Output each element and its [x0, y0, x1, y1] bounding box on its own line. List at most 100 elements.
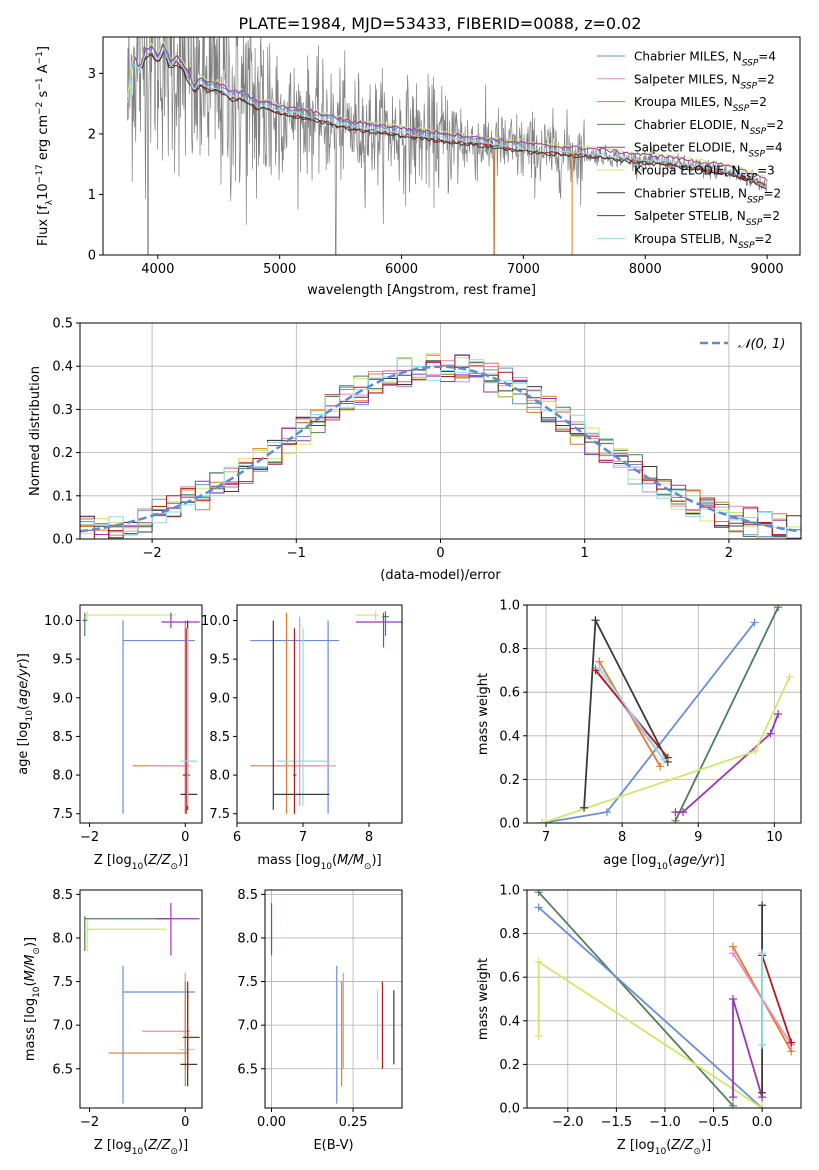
y-tick-label: 0.3 — [52, 403, 73, 418]
x-axis-label: (data-model)/error — [380, 568, 501, 583]
y-tick-label: 1 — [88, 188, 96, 203]
grid — [527, 604, 801, 824]
weight-marker — [750, 618, 759, 627]
legend-label: Kroupa STELIB, NSSP=2 — [634, 232, 772, 251]
weight-marker — [774, 605, 783, 612]
weight-marker — [758, 1104, 767, 1108]
y-axis-label: mass weight — [476, 673, 491, 755]
chart-residual-histogram: −2 −1 0 1 2 0.0 0.1 0.2 0.3 0.4 0.5 𝒩(0, 1) (data-mo… — [28, 317, 802, 583]
y-tick-label: 7.5 — [209, 807, 230, 822]
x-tick-label: 0 — [181, 830, 189, 845]
x-axis-label: wavelength [Angstrom, rest frame] — [307, 283, 536, 298]
legend: 𝒩(0, 1) — [700, 337, 785, 352]
x-tick-label: 8 — [365, 830, 373, 845]
y-tick-label: 0.6 — [499, 971, 520, 986]
x-tick-label: −2 — [143, 546, 162, 561]
axes-frame — [264, 889, 403, 1109]
y-tick-label: 0.5 — [52, 317, 73, 332]
x-tick-label: 7 — [542, 830, 550, 845]
y-tick-label: 8.0 — [52, 769, 73, 784]
legend-label: Chabrier STELIB, NSSP=2 — [634, 186, 781, 205]
legend-label: 𝒩(0, 1) — [738, 337, 785, 352]
weight-marker — [656, 762, 665, 771]
y-tick-label: 6.5 — [52, 1062, 73, 1077]
weight-marker — [774, 710, 783, 718]
y-tick-label: 7.5 — [237, 975, 258, 990]
y-tick-label: 8.0 — [209, 769, 230, 784]
x-tick-label: 10 — [766, 830, 783, 845]
chart-age-vs-Z: −2 0 7.5 8.0 8.5 9.0 9.5 10.0 Z [log10(Z/Z⊙)] age… — [16, 604, 203, 872]
weight-marker — [758, 1040, 767, 1049]
x-axis-label: Z [log10(Z/Z⊙)] — [617, 1138, 711, 1157]
weight-marker — [534, 1032, 543, 1041]
y-tick-label: 1.0 — [499, 599, 520, 614]
y-tick-label: 9.0 — [52, 691, 73, 706]
y-tick-label: 2 — [88, 127, 96, 142]
y-axis-label: mass [log10(M/M⊙)] — [23, 937, 42, 1061]
x-tick-label: 6 — [233, 830, 241, 845]
weight-marker — [766, 729, 775, 738]
weight-marker — [580, 803, 589, 812]
plot-area — [270, 903, 395, 1104]
weight-series — [598, 667, 665, 761]
model-spectrum — [126, 46, 742, 176]
legend-label: Chabrier ELODIE, NSSP=2 — [634, 118, 784, 137]
grid — [265, 890, 402, 1108]
model-spectrum — [141, 48, 767, 190]
chart-weight-vs-Z: −2.0 −1.5 −1.0 −0.5 0.0 0.0 0.2 0.4 0.6 0.8 1.0 Z [… — [476, 884, 802, 1157]
y-tick-label: 0.0 — [499, 1102, 520, 1117]
y-tick-label: 0.0 — [499, 817, 520, 832]
plot-area — [126, 37, 768, 255]
axes: 7 8 9 10 0.0 0.2 0.4 0.6 0.8 1.0 — [499, 599, 802, 845]
weight-marker — [660, 755, 668, 764]
y-tick-label: 8.0 — [52, 931, 73, 946]
weight-marker — [534, 890, 543, 897]
histogram-series — [80, 357, 801, 538]
plot-area — [84, 903, 200, 1104]
plot-area — [82, 611, 200, 814]
axes-frame — [526, 889, 802, 1109]
x-tick-label: 9000 — [751, 262, 784, 277]
x-axis-label: E(B-V) — [313, 1138, 353, 1153]
y-axis-label: Flux [fλ10−17 erg cm−2 s−1 A−1] — [35, 46, 55, 246]
axes: −2 0 6.5 7.0 7.5 8.0 8.5 — [52, 888, 203, 1130]
y-axis-label: Normed distribution — [28, 366, 43, 496]
x-tick-label: −1.0 — [649, 1115, 681, 1130]
y-tick-label: 6.5 — [237, 1062, 258, 1077]
weight-marker — [595, 664, 604, 673]
y-tick-label: 0.0 — [52, 533, 73, 548]
x-tick-label: 8000 — [629, 262, 662, 277]
axes-frame — [79, 889, 203, 1109]
weight-marker — [751, 747, 760, 756]
weight-marker — [591, 616, 600, 625]
y-tick-label: 0 — [88, 249, 96, 264]
x-tick-label: 0.00 — [257, 1115, 286, 1130]
chart-age-vs-mass: 6 7 8 7.5 8.0 8.5 9.0 9.5 10.0 mass [log10(M/M⊙)] — [201, 604, 403, 872]
x-tick-label: −1 — [287, 546, 306, 561]
x-tick-label: 7000 — [507, 262, 540, 277]
weight-marker — [787, 1038, 796, 1047]
x-tick-label: 0.25 — [339, 1115, 368, 1130]
y-tick-label: 8.0 — [237, 931, 258, 946]
x-tick-label: 0.0 — [752, 1115, 773, 1130]
y-tick-label: 0.4 — [499, 1014, 520, 1029]
weight-marker — [671, 816, 680, 823]
y-tick-label: 10.0 — [201, 614, 230, 629]
weight-series — [732, 998, 763, 1098]
x-axis-label: Z [log10(Z/Z⊙)] — [94, 1138, 188, 1157]
chart-mass-vs-EBV: 0.00 0.25 6.5 7.0 7.5 8.0 8.5 E(B-V) — [237, 888, 403, 1153]
y-tick-label: 8.5 — [52, 730, 73, 745]
y-axis-label: mass weight — [476, 958, 491, 1040]
legend-label: Salpeter ELODIE, NSSP=4 — [634, 141, 783, 160]
x-tick-label: 2 — [725, 546, 733, 561]
y-tick-label: 0.1 — [52, 489, 73, 504]
y-tick-label: 0.8 — [499, 927, 520, 942]
weight-marker — [728, 949, 737, 958]
x-tick-label: 0 — [436, 546, 444, 561]
weight-series — [675, 713, 780, 813]
model-spectrum — [133, 42, 768, 181]
y-tick-label: 10.0 — [44, 614, 73, 629]
plot-area — [80, 353, 801, 539]
y-tick-label: 0.2 — [499, 1058, 520, 1073]
weight-marker — [534, 903, 543, 912]
